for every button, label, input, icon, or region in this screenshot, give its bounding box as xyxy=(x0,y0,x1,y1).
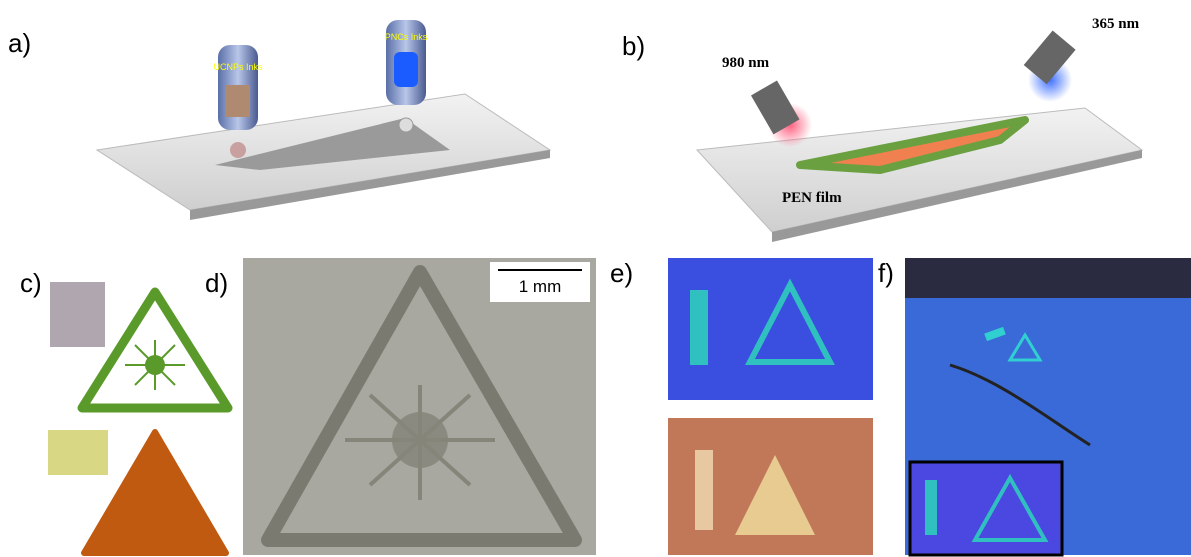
printed-bar xyxy=(984,326,1006,342)
scale-box xyxy=(490,262,590,302)
panel-b: b) 980 nm 365 nm PEN film xyxy=(622,16,1144,242)
crystal-icon xyxy=(50,282,105,347)
film-label: PEN film xyxy=(782,190,842,206)
panel-f: f) xyxy=(878,258,1191,557)
ink xyxy=(226,85,250,117)
laser-rays xyxy=(125,340,185,390)
laser-symbol xyxy=(77,287,233,413)
crystal-icon xyxy=(48,430,108,475)
scale-label: 1 mm xyxy=(519,277,562,296)
panel-label: c) xyxy=(20,268,42,298)
printed-triangle xyxy=(735,455,815,535)
droplet xyxy=(398,117,414,133)
laser-rays xyxy=(345,385,495,500)
ink xyxy=(394,52,418,87)
panel-e: e) xyxy=(610,258,873,555)
panel-d: d) 1 mm xyxy=(205,258,596,555)
panel-c: c) xyxy=(20,268,233,556)
panel-label: f) xyxy=(878,258,894,288)
wavelength-label: 980 nm xyxy=(722,55,770,71)
printed-triangle xyxy=(215,118,450,170)
ink-label: PNCs Inks xyxy=(385,32,428,42)
droplet xyxy=(230,142,246,158)
lamp xyxy=(1023,30,1076,85)
ink-label: UCNPs Inks xyxy=(213,62,263,72)
panel-label: a) xyxy=(8,28,31,58)
panel-label: e) xyxy=(610,258,633,288)
lamp xyxy=(751,80,800,135)
printed-triangle xyxy=(261,265,582,547)
printed-bar xyxy=(690,290,708,365)
printed-triangle xyxy=(796,116,1029,174)
background xyxy=(905,258,1191,298)
printed-triangle xyxy=(1007,332,1043,362)
substrate-edge xyxy=(772,150,1142,242)
substrate-edge xyxy=(190,150,550,220)
printed-triangle xyxy=(971,473,1049,542)
printed-bar xyxy=(925,480,937,535)
printed-bar xyxy=(695,450,713,530)
panel-label: b) xyxy=(622,31,645,61)
panel-label: d) xyxy=(205,268,228,298)
wire xyxy=(949,363,1091,447)
wavelength-label: 365 nm xyxy=(1092,16,1140,32)
orange-triangle xyxy=(81,429,229,556)
printed-triangle xyxy=(745,278,835,365)
panel-a: a) UCNPs Inks PNCs Inks xyxy=(8,20,552,220)
